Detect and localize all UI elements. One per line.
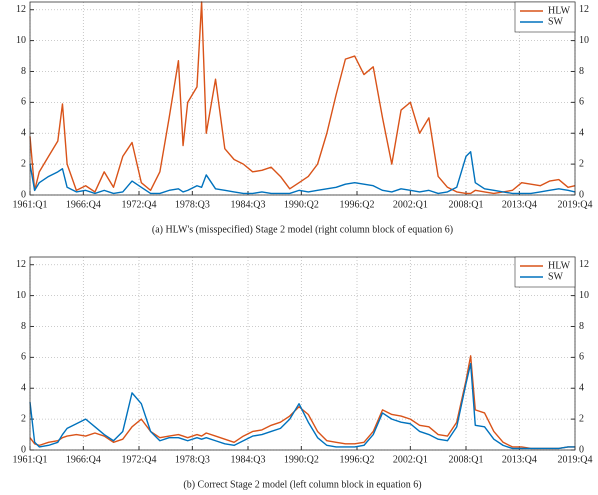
- y-tick-label-right: 2: [579, 158, 584, 169]
- y-tick-label: 8: [21, 321, 26, 332]
- x-tick-label: 2008:Q1: [449, 199, 484, 210]
- y-tick-label-right: 12: [579, 4, 589, 15]
- x-tick-label: 1961:Q1: [13, 454, 48, 465]
- legend-label: HLW: [548, 5, 571, 16]
- y-tick-label-right: 0: [579, 444, 584, 455]
- x-tick-label: 2013:Q4: [502, 199, 537, 210]
- y-tick-label-right: 6: [579, 97, 584, 108]
- series-line: [29, 1, 576, 195]
- x-tick-label: 2019:Q4: [558, 454, 593, 465]
- y-tick-label: 12: [16, 4, 26, 15]
- panel: 0 0 2 2 4 4 6 6 8 8 10 10 12 12 1961:Q1 1966:Q4 1972:Q4 1…: [13, 1, 593, 235]
- y-tick-label-right: 6: [579, 352, 584, 363]
- y-tick-label: 6: [21, 97, 26, 108]
- x-tick-label: 1972:Q4: [122, 454, 157, 465]
- x-tick-label: 1996:Q2: [340, 199, 375, 210]
- x-tick-label: 1978:Q3: [175, 199, 210, 210]
- x-tick-label: 2002:Q1: [393, 454, 428, 465]
- series-line: [29, 151, 576, 195]
- plot-background: [30, 2, 575, 195]
- y-tick-label-right: 10: [579, 35, 589, 46]
- y-tick-label: 10: [16, 290, 26, 301]
- y-tick-label-right: 0: [579, 189, 584, 200]
- y-tick-label-right: 4: [579, 128, 584, 139]
- y-tick-label: 4: [21, 383, 26, 394]
- x-tick-label: 2013:Q4: [502, 454, 537, 465]
- x-tick-label: 1978:Q3: [175, 454, 210, 465]
- caption: (b) Correct Stage 2 model (left column b…: [183, 479, 421, 490]
- y-tick-label-right: 8: [579, 321, 584, 332]
- y-tick-label-right: 4: [579, 383, 584, 394]
- x-tick-label: 1984:Q3: [231, 454, 266, 465]
- x-tick-label: 1972:Q4: [122, 199, 157, 210]
- legend-label: SW: [548, 271, 564, 282]
- x-tick-label: 1996:Q2: [340, 454, 375, 465]
- legend-box: [514, 1, 576, 33]
- plot-frame: [29, 256, 576, 451]
- y-tick-label: 8: [21, 66, 26, 77]
- y-tick-label-right: 2: [579, 413, 584, 424]
- y-tick-label-right: 10: [579, 290, 589, 301]
- plot-frame: [29, 1, 576, 196]
- y-tick-label-right: 8: [579, 66, 584, 77]
- panel: 0 0 2 2 4 4 6 6 8 8 10 10 12 12 1961:Q1 1966:Q4 1972:Q4 1…: [13, 256, 593, 490]
- y-tick-label: 6: [21, 352, 26, 363]
- y-tick-label: 12: [16, 259, 26, 270]
- x-tick-label: 1990:Q2: [284, 454, 319, 465]
- x-tick-label: 2008:Q1: [449, 454, 484, 465]
- caption: (a) HLW's (misspecified) Stage 2 model (…: [152, 224, 453, 235]
- y-tick-label: 10: [16, 35, 26, 46]
- y-tick-label: 2: [21, 158, 26, 169]
- legend-label: HLW: [548, 260, 571, 271]
- y-tick-label: 0: [21, 444, 26, 455]
- x-tick-label: 2002:Q1: [393, 199, 428, 210]
- x-tick-label: 1961:Q1: [13, 199, 48, 210]
- legend-label: SW: [548, 16, 564, 27]
- y-tick-label: 2: [21, 413, 26, 424]
- series-line: [29, 362, 575, 450]
- x-tick-label: 1966:Q4: [66, 454, 101, 465]
- x-tick-label: 1966:Q4: [66, 199, 101, 210]
- y-tick-label: 4: [21, 128, 26, 139]
- x-tick-label: 1990:Q2: [284, 199, 319, 210]
- plot-background: [30, 257, 575, 450]
- y-tick-label: 0: [21, 189, 26, 200]
- legend-box: [514, 256, 576, 288]
- y-tick-label-right: 12: [579, 259, 589, 270]
- x-tick-label: 2019:Q4: [558, 199, 593, 210]
- x-tick-label: 1984:Q3: [231, 199, 266, 210]
- series-line: [29, 355, 575, 450]
